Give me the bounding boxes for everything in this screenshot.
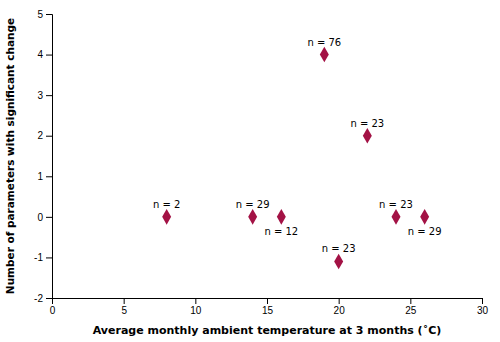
annotation: n = 29	[236, 199, 270, 210]
point	[334, 254, 343, 270]
y-tick: 5	[37, 9, 52, 20]
y-tick-label: -1	[34, 252, 43, 263]
x-tick: 30	[477, 298, 489, 316]
y-tick: -1	[34, 252, 52, 263]
point	[277, 209, 286, 225]
x-tick-label: 20	[334, 305, 346, 316]
y-tick-mark	[46, 217, 52, 218]
x-tick: 25	[405, 298, 417, 316]
annotations: n = 2 n = 29 n = 12 n = 76 n = 23 n = 23 n = 2…	[153, 37, 442, 255]
x-tick-mark	[267, 298, 268, 304]
x-tick-mark	[482, 298, 483, 304]
x-tick-label: 25	[405, 305, 417, 316]
chart: 051015202530-2-1012345n = 2n = 29n = 12n…	[0, 0, 500, 342]
y-tick-label: 3	[37, 90, 43, 101]
annotation: n = 23	[379, 199, 413, 210]
y-tick-label: -2	[34, 293, 43, 304]
y-axis: -2 -1 0 1 2 3 4 5	[34, 9, 52, 304]
annotation: n = 2	[153, 199, 180, 210]
x-tick-mark	[124, 298, 125, 304]
y-tick-mark	[46, 55, 52, 56]
x-axis-title: Average monthly ambient temperature at 3…	[93, 324, 442, 337]
y-tick: -2	[34, 293, 52, 304]
x-tick-label: 30	[477, 305, 489, 316]
y-tick-mark	[46, 95, 52, 96]
x-tick: 15	[262, 298, 274, 316]
x-tick-label: 5	[121, 305, 127, 316]
point	[320, 47, 329, 63]
y-axis-line	[46, 15, 53, 299]
y-tick: 0	[37, 212, 52, 223]
y-tick: 2	[37, 130, 52, 141]
annotation: n = 12	[264, 226, 298, 237]
y-tick-mark	[46, 176, 52, 177]
annotation: n = 76	[307, 37, 341, 48]
x-tick: 10	[190, 298, 202, 316]
y-tick-mark	[46, 136, 52, 137]
annotation: n = 23	[350, 118, 384, 129]
y-tick: 1	[37, 171, 52, 182]
x-tick-mark	[339, 298, 340, 304]
y-tick: 3	[37, 90, 52, 101]
y-tick-label: 1	[37, 171, 43, 182]
y-tick-label: 4	[37, 49, 43, 60]
y-tick-label: 2	[37, 130, 43, 141]
x-tick-label: 10	[190, 305, 202, 316]
y-tick-label: 5	[37, 9, 43, 20]
annotation: n = 23	[322, 243, 356, 254]
y-tick-mark	[46, 14, 52, 15]
x-tick: 5	[121, 298, 127, 316]
y-tick: 4	[37, 49, 52, 60]
x-axis: 0 5 10 15 20 25 30	[50, 298, 489, 316]
annotation: n = 29	[408, 226, 442, 237]
y-axis-title: Number of parameters with significant ch…	[4, 18, 16, 294]
x-axis-line	[53, 299, 483, 305]
point	[363, 128, 372, 144]
y-tick-mark	[46, 257, 52, 258]
point	[420, 209, 429, 225]
x-tick: 20	[334, 298, 346, 316]
y-tick-label: 0	[37, 212, 43, 223]
point	[248, 209, 257, 225]
plot: 051015202530-2-1012345n = 2n = 29n = 12n…	[34, 9, 488, 316]
y-tick-mark	[46, 298, 52, 299]
x-tick-label: 15	[262, 305, 274, 316]
x-tick-mark	[195, 298, 196, 304]
point	[392, 209, 401, 225]
x-tick: 0	[50, 298, 56, 316]
x-tick-label: 0	[50, 305, 56, 316]
point	[162, 209, 171, 225]
marks	[162, 47, 429, 269]
x-tick-mark	[410, 298, 411, 304]
